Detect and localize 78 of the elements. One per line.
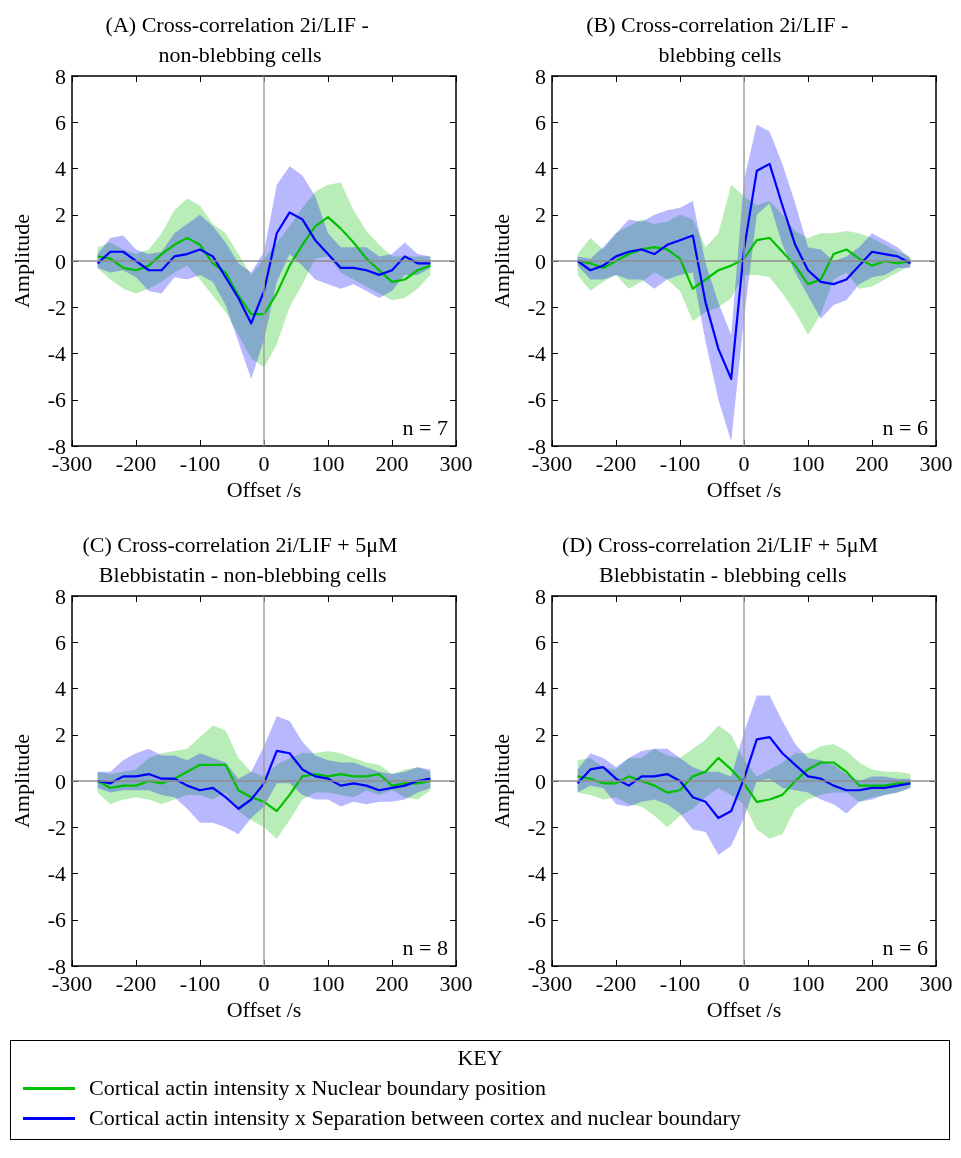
chart-title: (B) Cross-correlation 2i/LIF - blebbing cells [586, 11, 854, 67]
y-tick-label: 8 [535, 63, 546, 89]
x-tick-label: 100 [311, 450, 345, 476]
y-tick-label: -6 [47, 907, 66, 933]
y-tick-label: 8 [535, 583, 546, 609]
x-tick-label: 200 [855, 450, 889, 476]
x-tick-label: 200 [375, 450, 409, 476]
x-tick-label: 200 [375, 970, 409, 996]
x-tick-label: 0 [738, 450, 750, 476]
x-tick-label: 100 [791, 450, 825, 476]
y-tick-label: -6 [527, 907, 546, 933]
x-tick-label: -100 [179, 970, 221, 996]
y-tick-label: -2 [527, 294, 546, 320]
y-tick-label: -4 [527, 861, 546, 886]
y-tick-label: 4 [55, 676, 66, 701]
y-tick-label: -4 [47, 341, 66, 366]
chart-title: (A) Cross-correlation 2i/LIF - non-blebbing cells [105, 11, 375, 67]
x-tick-label: -200 [115, 450, 157, 476]
x-tick-label: 300 [919, 970, 953, 996]
y-tick-label: 8 [55, 583, 66, 609]
y-tick-label: -4 [47, 861, 66, 886]
y-axis-title: Amplitude [488, 213, 514, 309]
x-axis-title: Offset /s [706, 997, 782, 1023]
annotation: n = 7 [402, 414, 449, 440]
line-series [576, 735, 912, 820]
x-tick-label: -100 [659, 450, 701, 476]
x-axis-title: Offset /s [226, 997, 302, 1023]
x-tick-label: 100 [791, 970, 825, 996]
legend-title: KEY [456, 1045, 504, 1071]
x-tick-label: 0 [258, 970, 270, 996]
x-tick-label: -200 [115, 970, 157, 996]
y-axis-title: Amplitude [488, 733, 514, 829]
y-axis-title: Amplitude [8, 213, 34, 309]
legend-label: Cortical actin intensity x Nuclear boundary position [89, 1075, 547, 1101]
x-tick-label: 300 [439, 970, 473, 996]
annotation: n = 8 [402, 934, 449, 960]
x-axis-title: Offset /s [706, 477, 782, 503]
annotation: n = 6 [882, 414, 929, 440]
y-tick-label: 2 [55, 722, 66, 748]
x-tick-label: 100 [311, 970, 345, 996]
x-tick-label: 300 [439, 450, 473, 476]
y-tick-label: 8 [55, 63, 66, 89]
x-tick-label: 0 [258, 450, 270, 476]
y-tick-label: 4 [55, 156, 66, 181]
y-tick-label: 0 [535, 248, 546, 274]
x-axis-title: Offset /s [226, 477, 302, 503]
chart-title: (D) Cross-correlation 2i/LIF + 5μM Blebbistatin - blebbing cells [561, 531, 879, 587]
y-tick-label: 2 [535, 202, 546, 228]
y-tick-label: 2 [55, 202, 66, 228]
x-tick-label: 300 [919, 450, 953, 476]
y-tick-label: 6 [535, 629, 546, 655]
y-tick-label: -2 [47, 814, 66, 840]
y-tick-label: 6 [55, 109, 66, 135]
x-tick-label: -100 [659, 970, 701, 996]
y-tick-label: 0 [55, 768, 66, 794]
y-tick-label: 4 [535, 676, 546, 701]
x-tick-label: 0 [738, 970, 750, 996]
y-tick-label: 2 [535, 722, 546, 748]
y-tick-label: 6 [55, 629, 66, 655]
y-tick-label: -4 [527, 341, 546, 366]
line-series [576, 162, 912, 381]
y-axis-title: Amplitude [8, 733, 34, 829]
x-tick-label: -100 [179, 450, 221, 476]
y-tick-label: 0 [55, 248, 66, 274]
y-tick-label: -2 [47, 294, 66, 320]
y-tick-label: 4 [535, 156, 546, 181]
annotation: n = 6 [882, 934, 929, 960]
x-tick-label: 200 [855, 970, 889, 996]
x-tick-label: -200 [595, 970, 637, 996]
line-series [576, 756, 912, 803]
y-tick-label: -6 [527, 387, 546, 413]
chart-title: (C) Cross-correlation 2i/LIF + 5μM Blebbistatin - non-blebbing cells [82, 531, 398, 587]
x-tick-label: -200 [595, 450, 637, 476]
y-tick-label: -2 [527, 814, 546, 840]
y-tick-label: 6 [535, 109, 546, 135]
y-tick-label: -6 [47, 387, 66, 413]
legend-label: Cortical actin intensity x Separation between cortex and nuclear boundary [89, 1105, 741, 1131]
y-tick-label: 0 [535, 768, 546, 794]
